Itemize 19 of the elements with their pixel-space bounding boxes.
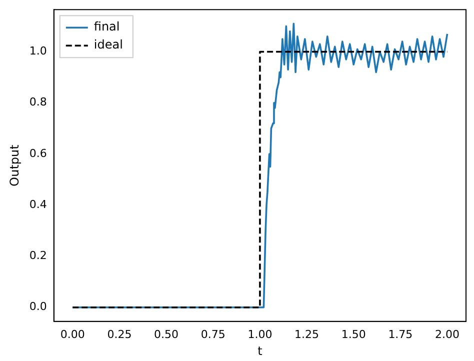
y-tick-label: 1.0 xyxy=(29,44,47,58)
y-tick-label: 0.8 xyxy=(29,96,47,109)
x-tick-label: 1.25 xyxy=(294,328,320,341)
y-tick-label: 0.2 xyxy=(29,249,47,262)
legend-label: ideal xyxy=(94,38,123,52)
y-tick-label: 0.4 xyxy=(29,198,47,211)
x-tick-label: 0.00 xyxy=(60,328,85,341)
x-tick-label: 0.25 xyxy=(107,328,132,341)
x-axis-title: t xyxy=(258,344,263,358)
x-tick-label: 0.50 xyxy=(154,328,179,341)
y-tick-label: 0.0 xyxy=(29,300,47,314)
x-tick-label: 0.75 xyxy=(200,328,226,341)
x-tick-label: 2.00 xyxy=(435,328,460,341)
x-tick-label: 1.75 xyxy=(388,328,413,341)
y-tick-label: 0.6 xyxy=(29,146,47,160)
x-tick-label: 1.50 xyxy=(341,328,366,341)
x-tick-label: 1.00 xyxy=(248,328,272,341)
legend-label: final xyxy=(94,20,120,34)
y-axis-title: Output xyxy=(7,144,22,186)
